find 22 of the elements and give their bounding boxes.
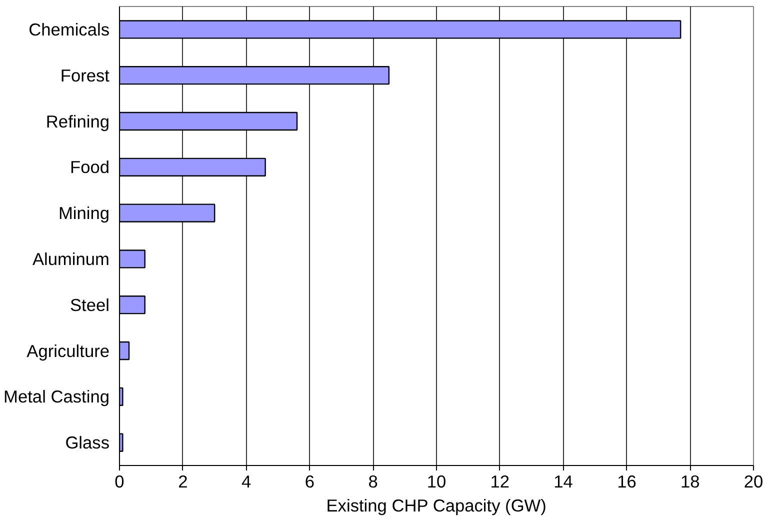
y-tick-label: Forest [60, 65, 110, 86]
y-tick-label: Agriculture [26, 340, 110, 361]
y-tick-label: Chemicals [28, 19, 110, 40]
x-tick-label: 4 [241, 472, 252, 492]
y-tick-label: Food [70, 157, 110, 178]
y-tick-label: Refining [46, 111, 110, 132]
x-tick-label: 12 [490, 472, 510, 492]
x-tick-label: 16 [617, 472, 636, 492]
x-axis-title: Existing CHP Capacity (GW) [326, 496, 546, 516]
y-tick-label: Mining [58, 203, 110, 224]
x-tick-label: 18 [680, 472, 700, 492]
x-tick-label: 8 [368, 472, 378, 492]
y-tick-label: Steel [70, 294, 110, 315]
x-tick-label: 2 [178, 472, 188, 492]
x-tick-label: 0 [114, 472, 124, 492]
x-tick-label: 10 [426, 472, 446, 492]
y-tick-label: Aluminum [32, 248, 110, 269]
x-tick-label: 20 [744, 472, 764, 492]
y-tick-label: Glass [65, 432, 110, 453]
x-tick-label: 14 [554, 472, 574, 492]
y-tick-label: Metal Casting [4, 386, 110, 407]
x-tick-label: 6 [304, 472, 315, 492]
